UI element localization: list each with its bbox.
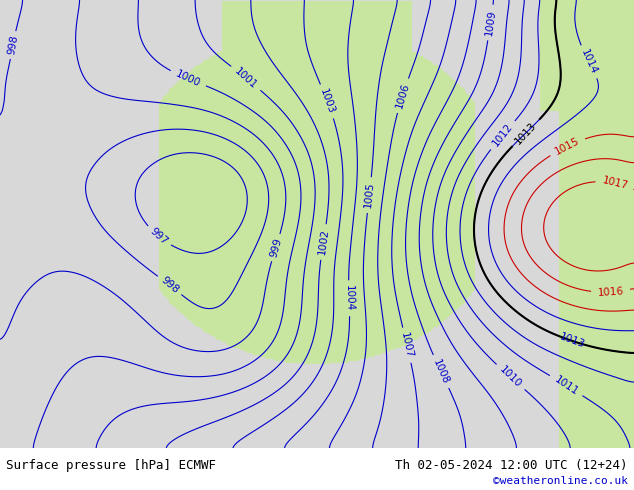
Text: ©weatheronline.co.uk: ©weatheronline.co.uk xyxy=(493,476,628,486)
Text: 1015: 1015 xyxy=(553,136,581,157)
Text: Surface pressure [hPa] ECMWF: Surface pressure [hPa] ECMWF xyxy=(6,459,216,471)
Text: 998: 998 xyxy=(6,34,20,56)
Text: 1012: 1012 xyxy=(491,122,515,148)
Text: 1005: 1005 xyxy=(363,181,376,209)
Text: 1013: 1013 xyxy=(559,332,586,350)
Text: 1007: 1007 xyxy=(399,331,415,359)
Text: 1008: 1008 xyxy=(431,357,451,386)
Text: 1011: 1011 xyxy=(552,374,580,397)
Text: 1004: 1004 xyxy=(344,285,354,312)
Text: 1014: 1014 xyxy=(579,48,598,76)
Text: 1009: 1009 xyxy=(484,9,497,36)
Text: 1001: 1001 xyxy=(233,66,259,91)
Text: 997: 997 xyxy=(148,226,169,247)
Text: 1016: 1016 xyxy=(597,286,624,298)
Text: 1017: 1017 xyxy=(601,175,629,192)
Text: 1010: 1010 xyxy=(498,365,524,390)
Text: 1003: 1003 xyxy=(318,87,337,115)
Text: 999: 999 xyxy=(268,237,283,259)
Text: 1000: 1000 xyxy=(174,69,202,89)
Text: Th 02-05-2024 12:00 UTC (12+24): Th 02-05-2024 12:00 UTC (12+24) xyxy=(395,459,628,471)
Text: 1006: 1006 xyxy=(394,82,411,110)
Text: 1002: 1002 xyxy=(317,228,330,256)
Text: 1013: 1013 xyxy=(513,120,538,146)
Text: 998: 998 xyxy=(158,275,181,295)
